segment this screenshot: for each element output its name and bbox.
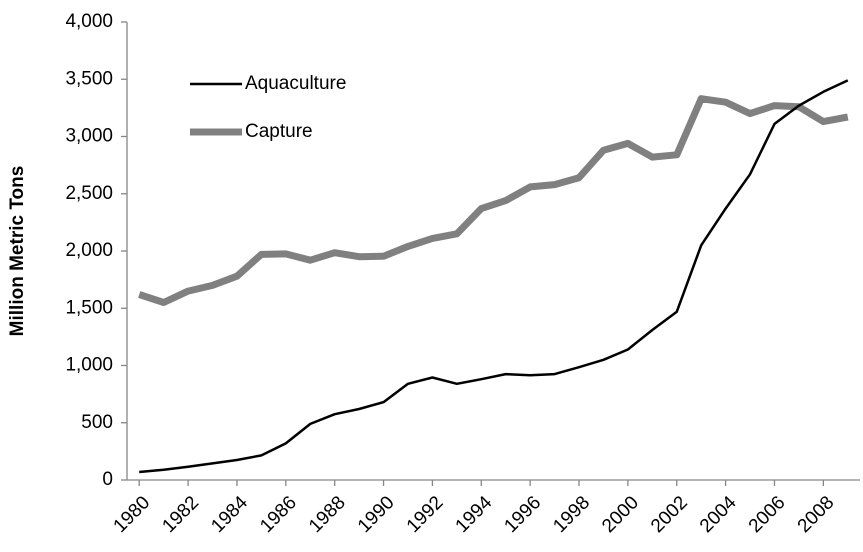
x-tick-label: 1998: [549, 492, 594, 537]
legend-label: Aquaculture: [245, 73, 346, 94]
legend-label: Capture: [245, 121, 313, 142]
x-tick-label: 1986: [256, 492, 301, 537]
x-tick-label: 1980: [110, 492, 155, 537]
x-tick-label: 1992: [403, 492, 448, 537]
x-tick-label: 2000: [598, 492, 643, 537]
x-tick-label: 2002: [647, 492, 692, 537]
y-axis-title: Million Metric Tons: [7, 166, 28, 337]
x-tick-label: 2004: [696, 492, 741, 537]
x-tick-label: 1990: [354, 492, 399, 537]
y-tick-label: 3,500: [65, 68, 113, 89]
x-tick-label: 2006: [745, 492, 790, 537]
x-tick-label: 1996: [500, 492, 545, 537]
x-tick-label: 1994: [452, 492, 497, 537]
y-tick-label: 1,500: [65, 297, 113, 318]
y-tick-label: 3,000: [65, 126, 113, 147]
x-tick-label: 2008: [794, 492, 839, 537]
y-tick-label: 2,000: [65, 240, 113, 261]
x-tick-label: 1984: [207, 492, 252, 537]
line-series: [138, 95, 849, 306]
line-series: [139, 79, 849, 474]
y-tick-label: 500: [81, 412, 113, 433]
x-tick-label: 1982: [158, 492, 203, 537]
x-tick-label: 1988: [305, 492, 350, 537]
y-tick-label: 4,000: [65, 11, 113, 32]
y-tick-label: 2,500: [65, 183, 113, 204]
y-tick-label: 0: [102, 469, 113, 490]
y-tick-label: 1,000: [65, 355, 113, 376]
